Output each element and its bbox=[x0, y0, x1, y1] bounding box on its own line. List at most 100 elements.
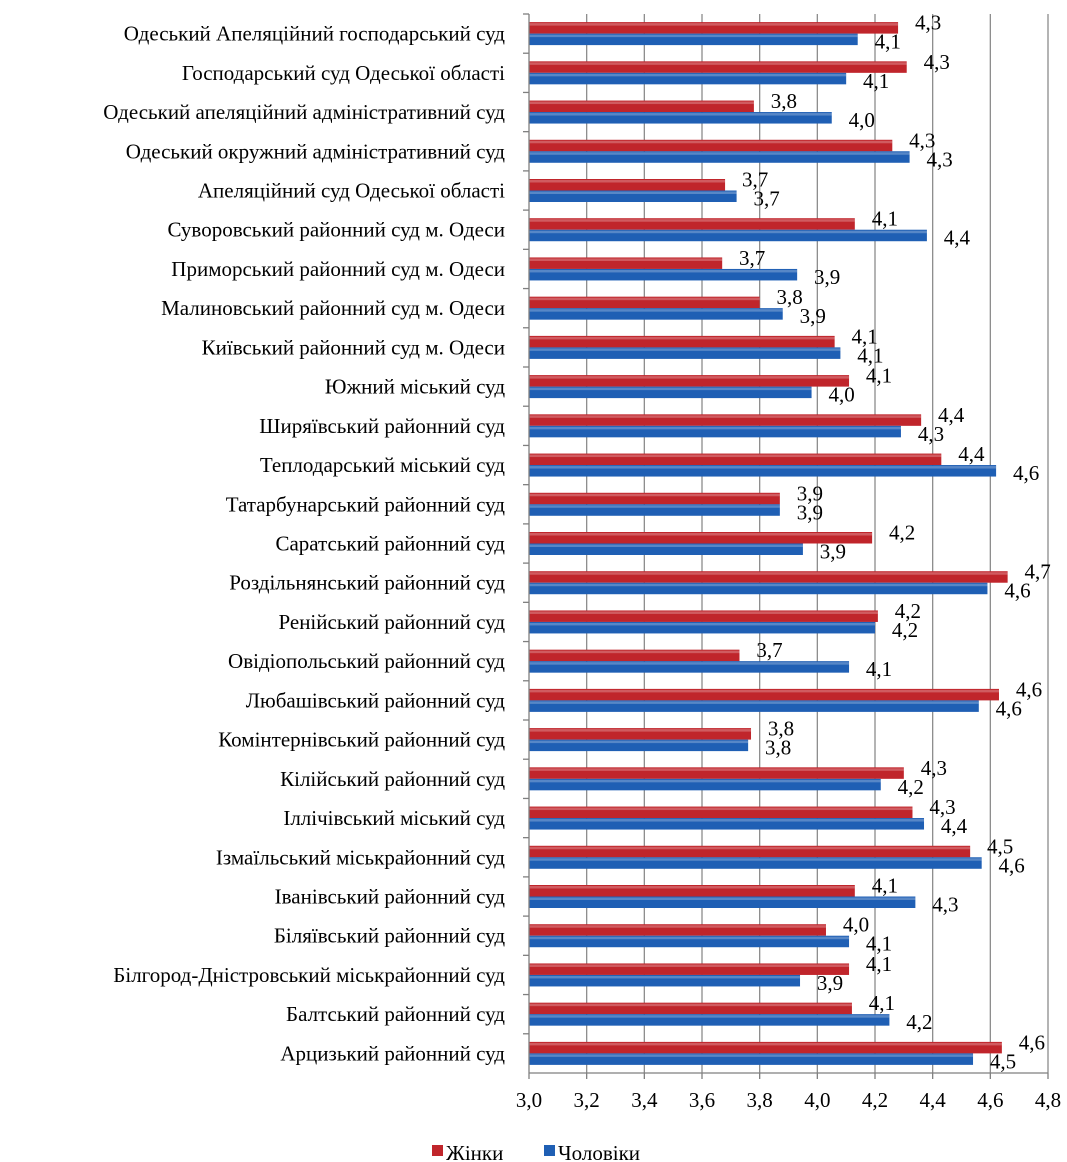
bar-men bbox=[529, 151, 910, 163]
bar-women bbox=[529, 335, 835, 348]
bar-highlight bbox=[529, 583, 988, 587]
data-label-men: 4,6 bbox=[999, 853, 1025, 877]
x-tick-label: 4,2 bbox=[862, 1088, 888, 1112]
bar-women bbox=[529, 688, 999, 701]
data-label-women: 4,1 bbox=[866, 364, 892, 388]
data-label-men: 4,1 bbox=[875, 30, 901, 54]
x-tick-label: 3,4 bbox=[631, 1088, 658, 1112]
bar-highlight bbox=[529, 768, 904, 771]
bar-highlight bbox=[529, 426, 901, 430]
x-tick-label: 3,6 bbox=[689, 1088, 715, 1112]
category-label: Суворовський районний суд м. Одеси bbox=[167, 218, 505, 242]
category-label: Любашівський районний суд bbox=[246, 688, 506, 712]
bar-highlight bbox=[529, 650, 740, 654]
x-tick-label: 4,6 bbox=[977, 1088, 1003, 1112]
data-label-men: 3,9 bbox=[797, 500, 823, 524]
bar-highlight bbox=[529, 62, 907, 65]
bar-highlight bbox=[529, 454, 942, 458]
data-label-women: 4,6 bbox=[1019, 1030, 1045, 1054]
bar-highlight bbox=[529, 611, 878, 614]
data-label-women: 4,7 bbox=[1025, 560, 1051, 584]
data-label-men: 4,1 bbox=[857, 343, 883, 367]
bar-women bbox=[529, 218, 855, 230]
data-label-women: 3,8 bbox=[768, 717, 794, 741]
category-label: Татарбунарський районний суд bbox=[226, 492, 506, 516]
data-label-women: 4,1 bbox=[872, 874, 898, 898]
bar-men bbox=[529, 425, 901, 438]
bar-men bbox=[529, 229, 927, 242]
category-label: Арцизький районний суд bbox=[280, 1041, 505, 1065]
bar-women bbox=[529, 924, 826, 936]
data-label-women: 3,7 bbox=[742, 168, 768, 192]
category-label: Комінтернівський районний суд bbox=[218, 728, 505, 752]
category-label: Малиновський районний суд м. Одеси bbox=[161, 296, 505, 320]
data-label-men: 4,3 bbox=[918, 422, 944, 446]
bar-highlight bbox=[529, 925, 826, 928]
data-label-men: 4,4 bbox=[944, 226, 971, 250]
category-label: Біляївський районний суд bbox=[274, 924, 505, 948]
bar-men bbox=[529, 818, 925, 830]
bar-men bbox=[529, 1053, 974, 1065]
bar-highlight bbox=[529, 336, 835, 340]
category-label: Іллічівський міський суд bbox=[283, 806, 505, 830]
bar-women bbox=[529, 767, 904, 779]
bar-highlight bbox=[529, 622, 875, 626]
bar-women bbox=[529, 845, 971, 858]
bars bbox=[529, 22, 1008, 1065]
data-labels: 4,34,14,34,13,84,04,34,33,73,74,14,43,73… bbox=[739, 11, 1051, 1074]
bar-men bbox=[529, 582, 988, 595]
bar-women bbox=[529, 532, 873, 544]
bar-men bbox=[529, 974, 801, 987]
bar-highlight bbox=[529, 897, 916, 900]
bar-highlight bbox=[529, 180, 726, 183]
category-label: Балтський районний суд bbox=[286, 1002, 505, 1026]
bar-women bbox=[529, 728, 752, 740]
bar-highlight bbox=[529, 348, 841, 351]
bar-women bbox=[529, 1041, 1002, 1054]
data-label-men: 3,7 bbox=[753, 187, 779, 211]
bar-highlight bbox=[529, 886, 855, 889]
bar-men bbox=[529, 896, 916, 908]
legend-swatch-men bbox=[544, 1145, 555, 1156]
bar-highlight bbox=[529, 34, 858, 38]
category-labels: Одеський Апеляційний господарський суд Го… bbox=[103, 22, 505, 1066]
data-label-women: 4,1 bbox=[869, 991, 895, 1015]
category-label: Южний міський суд bbox=[325, 375, 505, 399]
bar-highlight bbox=[529, 819, 925, 822]
bar-highlight bbox=[529, 415, 922, 418]
bar-highlight bbox=[529, 73, 847, 77]
x-tick-label: 3,8 bbox=[747, 1088, 773, 1112]
bar-women bbox=[529, 414, 922, 426]
category-label: Білгород-Дністровський міськрайонний суд bbox=[113, 963, 505, 987]
data-label-women: 4,1 bbox=[852, 324, 878, 348]
bar-highlight bbox=[529, 572, 1008, 575]
bar-men bbox=[529, 1014, 890, 1026]
bar-women bbox=[529, 22, 899, 34]
bar-highlight bbox=[529, 1042, 1002, 1046]
data-label-women: 3,7 bbox=[739, 246, 765, 270]
bar-women bbox=[529, 649, 740, 662]
category-label: Одеський Апеляційний господарський суд bbox=[124, 22, 506, 46]
data-label-men: 4,0 bbox=[828, 383, 854, 407]
bar-women bbox=[529, 296, 760, 309]
data-label-men: 4,6 bbox=[1013, 461, 1039, 485]
data-label-women: 4,3 bbox=[909, 128, 935, 152]
bar-women bbox=[529, 375, 850, 387]
bar-highlight bbox=[529, 544, 803, 547]
bar-highlight bbox=[529, 258, 723, 261]
bar-men bbox=[529, 465, 997, 477]
x-tick-label: 4,0 bbox=[804, 1088, 830, 1112]
data-label-men: 3,9 bbox=[820, 540, 846, 564]
category-label: Ренійський районний суд bbox=[278, 610, 505, 634]
legend-item-women: Жінки bbox=[432, 1141, 503, 1162]
data-label-women: 4,3 bbox=[924, 50, 950, 74]
data-label-women: 4,2 bbox=[895, 599, 921, 623]
category-label: Апеляційний суд Одеської області bbox=[198, 179, 505, 203]
bar-highlight bbox=[529, 493, 780, 497]
bar-men bbox=[529, 347, 841, 359]
bar-highlight bbox=[529, 1015, 890, 1018]
bar-highlight bbox=[529, 964, 850, 967]
data-label-men: 4,1 bbox=[866, 932, 892, 956]
bar-highlight bbox=[529, 140, 893, 144]
data-label-men: 4,3 bbox=[926, 147, 952, 171]
